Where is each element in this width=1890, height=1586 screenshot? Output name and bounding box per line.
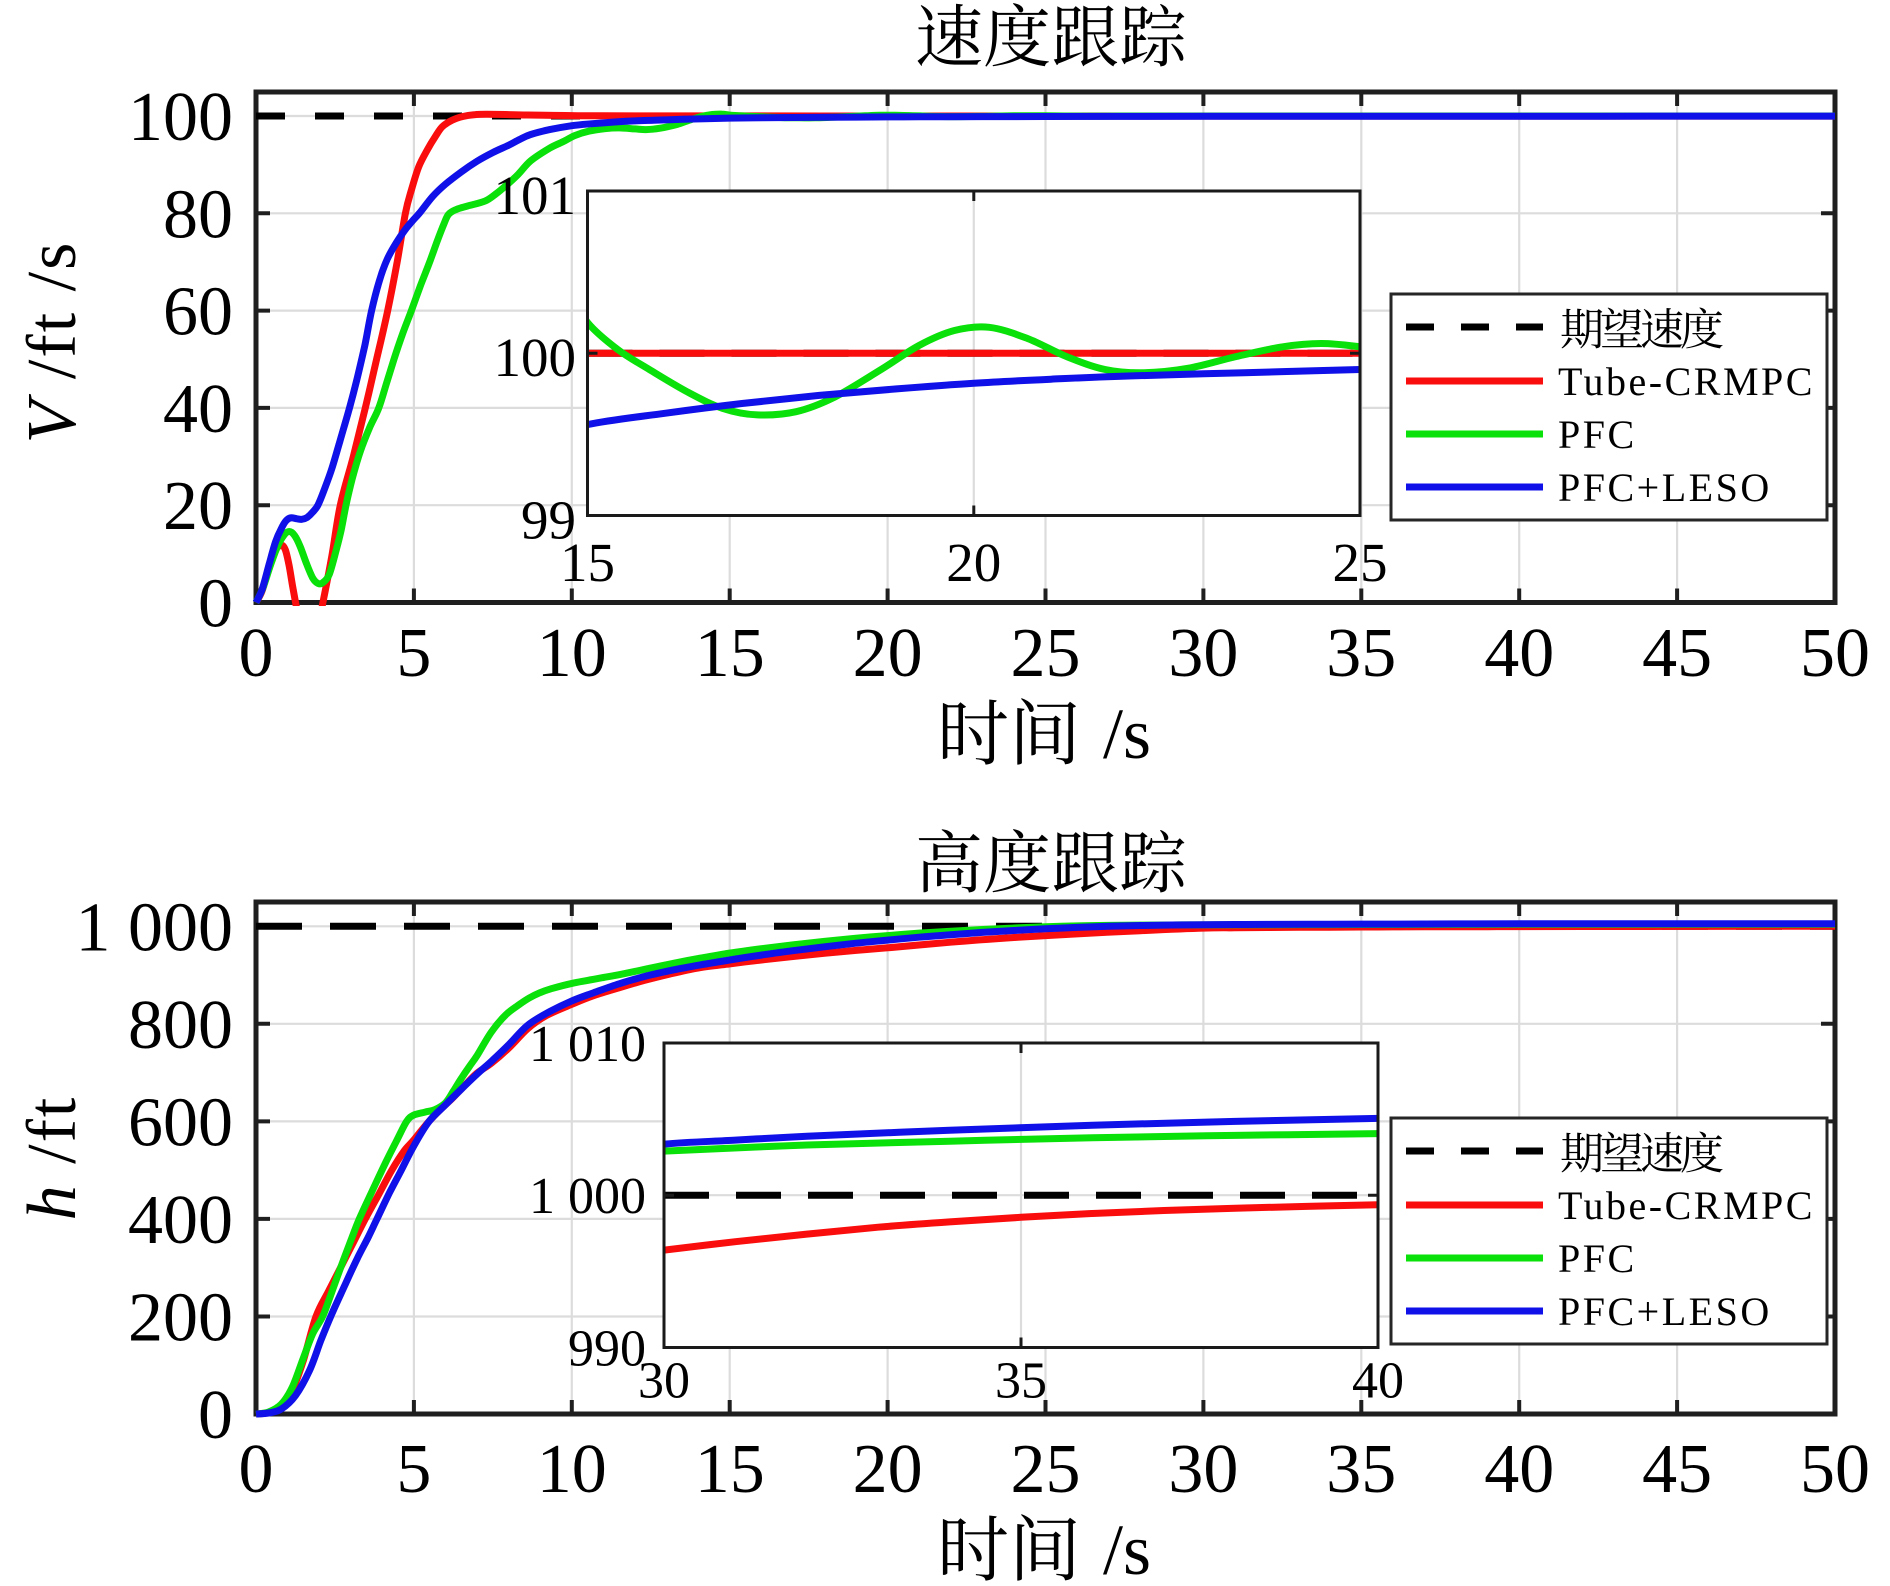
svg-text:800: 800 <box>128 987 233 1064</box>
svg-text:PFC: PFC <box>1558 412 1637 457</box>
svg-text:50: 50 <box>1800 615 1870 692</box>
svg-text:5: 5 <box>396 1431 431 1508</box>
svg-text:5: 5 <box>396 615 431 692</box>
svg-text:10: 10 <box>537 1431 607 1508</box>
svg-text:15: 15 <box>560 532 615 593</box>
svg-text:40: 40 <box>163 371 233 448</box>
svg-text:30: 30 <box>1168 1431 1238 1508</box>
svg-text:20: 20 <box>853 615 923 692</box>
svg-text:80: 80 <box>163 176 233 253</box>
svg-text:45: 45 <box>1642 615 1712 692</box>
svg-text:200: 200 <box>128 1280 233 1357</box>
svg-text:99: 99 <box>521 490 576 551</box>
svg-text:0: 0 <box>239 615 274 692</box>
svg-text:h /ft: h /ft <box>14 1096 91 1221</box>
svg-text:990: 990 <box>568 1321 646 1378</box>
svg-text:/s: /s <box>1103 1510 1151 1586</box>
svg-text:1 000: 1 000 <box>529 1168 646 1225</box>
svg-text:35: 35 <box>995 1353 1047 1410</box>
svg-text:20: 20 <box>163 468 233 545</box>
svg-text:50: 50 <box>1800 1431 1870 1508</box>
svg-text:101: 101 <box>494 165 577 226</box>
svg-text:400: 400 <box>128 1182 233 1259</box>
svg-text:35: 35 <box>1326 1431 1396 1508</box>
svg-text:15: 15 <box>695 1431 765 1508</box>
svg-text:40: 40 <box>1352 1353 1404 1410</box>
svg-text:60: 60 <box>163 274 233 351</box>
svg-text:0: 0 <box>198 1377 233 1454</box>
svg-text:25: 25 <box>1011 1431 1081 1508</box>
svg-text:0: 0 <box>198 566 233 643</box>
svg-text:PFC+LESO: PFC+LESO <box>1558 465 1772 510</box>
svg-text:40: 40 <box>1484 1431 1554 1508</box>
svg-text:15: 15 <box>695 615 765 692</box>
svg-text:V /ft /s: V /ft /s <box>14 241 91 444</box>
svg-text:30: 30 <box>638 1353 690 1410</box>
svg-text:Tube-CRMPC: Tube-CRMPC <box>1558 1183 1815 1228</box>
svg-text:20: 20 <box>853 1431 923 1508</box>
svg-text:1 000: 1 000 <box>76 889 234 966</box>
svg-text:PFC+LESO: PFC+LESO <box>1558 1289 1772 1334</box>
svg-text:PFC: PFC <box>1558 1236 1637 1281</box>
svg-text:Tube-CRMPC: Tube-CRMPC <box>1558 359 1815 404</box>
svg-text:/s: /s <box>1103 694 1151 774</box>
svg-text:25: 25 <box>1011 615 1081 692</box>
svg-text:0: 0 <box>239 1431 274 1508</box>
svg-text:10: 10 <box>537 615 607 692</box>
svg-text:600: 600 <box>128 1084 233 1161</box>
svg-text:30: 30 <box>1168 615 1238 692</box>
svg-text:1 010: 1 010 <box>529 1016 646 1073</box>
svg-text:100: 100 <box>128 79 233 156</box>
svg-text:100: 100 <box>494 327 577 388</box>
svg-text:40: 40 <box>1484 615 1554 692</box>
svg-text:45: 45 <box>1642 1431 1712 1508</box>
svg-text:20: 20 <box>946 532 1001 593</box>
svg-text:25: 25 <box>1333 532 1388 593</box>
svg-text:35: 35 <box>1326 615 1396 692</box>
